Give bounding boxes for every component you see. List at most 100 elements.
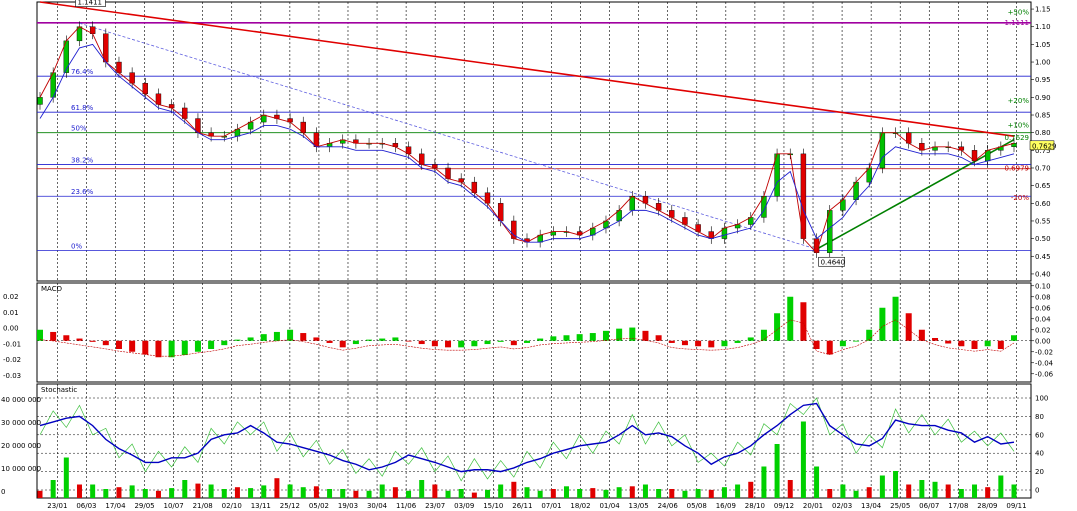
macd-title: MACD bbox=[41, 285, 62, 293]
volume-bar bbox=[406, 490, 412, 498]
volume-bar bbox=[958, 489, 964, 498]
volume-bar bbox=[498, 484, 504, 498]
price-y-tick-label: 0.40 bbox=[1035, 270, 1051, 278]
volume-bar bbox=[550, 489, 556, 498]
volume-bar bbox=[827, 489, 833, 498]
macd-bar bbox=[37, 329, 43, 341]
volume-bar bbox=[103, 489, 109, 498]
macd-bar bbox=[668, 340, 675, 343]
macd-bar bbox=[800, 302, 807, 341]
price-y-tick-label: 0.65 bbox=[1035, 182, 1051, 190]
level-label: 0.7629 bbox=[1005, 134, 1030, 142]
x-tick-label: 05/08 bbox=[687, 502, 707, 510]
macd-bar bbox=[984, 340, 991, 347]
macd-bar bbox=[287, 329, 294, 341]
x-tick-label: 02/10 bbox=[222, 502, 242, 510]
x-tick-label: 13/11 bbox=[251, 502, 271, 510]
macd-y-tick-left: -0.02 bbox=[3, 356, 21, 364]
macd-bar bbox=[997, 340, 1004, 349]
fib-label: 76.4% bbox=[71, 68, 94, 76]
macd-bar bbox=[142, 340, 149, 355]
macd-bar bbox=[300, 333, 307, 341]
macd-bar bbox=[892, 296, 899, 341]
macd-y-tick-left: -0.01 bbox=[3, 340, 21, 348]
macd-bar bbox=[63, 335, 70, 341]
x-tick-label: 20/01 bbox=[803, 502, 823, 510]
volume-bar bbox=[603, 489, 609, 498]
volume-y-tick-left: 40 000 000 bbox=[1, 396, 41, 404]
macd-bar bbox=[418, 340, 425, 345]
price-y-tick-label: 0.70 bbox=[1035, 164, 1051, 172]
macd-bar bbox=[497, 340, 504, 342]
fib-label: 0% bbox=[71, 243, 82, 251]
macd-y-tick-right: -0.04 bbox=[1035, 359, 1054, 367]
volume-y-tick-left: 10 000 000 bbox=[1, 465, 41, 473]
last-value-tag bbox=[1029, 140, 1055, 151]
macd-bar bbox=[234, 339, 241, 341]
x-tick-label: 06/03 bbox=[76, 502, 96, 510]
macd-bar bbox=[853, 340, 860, 342]
macd-bar bbox=[655, 335, 662, 341]
macd-bar bbox=[774, 313, 781, 341]
macd-bar bbox=[260, 334, 267, 341]
volume-bar bbox=[471, 492, 477, 498]
x-tick-label: 06/07 bbox=[919, 502, 939, 510]
volume-bar bbox=[248, 488, 254, 498]
volume-bar bbox=[695, 489, 701, 498]
volume-bar bbox=[129, 485, 135, 498]
x-tick-label: 05/02 bbox=[309, 502, 329, 510]
macd-bar bbox=[681, 340, 688, 346]
volume-bar bbox=[458, 489, 464, 498]
price-y-tick-label: 1.15 bbox=[1035, 6, 1051, 14]
volume-bar bbox=[787, 480, 793, 498]
macd-bar bbox=[471, 340, 478, 347]
fib-label: 23.6% bbox=[71, 188, 94, 196]
macd-bar bbox=[155, 340, 162, 358]
macd-bar bbox=[273, 331, 280, 341]
price-y-tick-label: 0.60 bbox=[1035, 200, 1051, 208]
volume-bar bbox=[379, 484, 385, 498]
macd-bar bbox=[642, 330, 649, 341]
volume-bar bbox=[537, 490, 543, 498]
macd-bar bbox=[313, 337, 320, 341]
macd-bar bbox=[129, 340, 136, 352]
volume-bar bbox=[919, 480, 925, 498]
macd-bar bbox=[458, 340, 465, 348]
macd-bar bbox=[879, 307, 886, 341]
x-tick-label: 10/07 bbox=[164, 502, 184, 510]
high-label-box bbox=[75, 0, 106, 7]
stoch-y-tick-right: 100 bbox=[1035, 395, 1048, 403]
volume-bar bbox=[511, 481, 517, 498]
macd-bar bbox=[708, 340, 715, 348]
price-y-tick-label: 0.80 bbox=[1035, 129, 1051, 137]
x-tick-label: 07/01 bbox=[541, 502, 561, 510]
volume-bar bbox=[616, 487, 622, 498]
price-y-tick-label: 0.45 bbox=[1035, 253, 1051, 261]
level-label: 0.6979 bbox=[1005, 165, 1030, 173]
volume-bar bbox=[142, 489, 148, 498]
volume-bar bbox=[748, 481, 754, 498]
volume-bar bbox=[721, 487, 727, 498]
x-tick-label: 29/05 bbox=[134, 502, 154, 510]
x-tick-label: 09/12 bbox=[774, 502, 794, 510]
x-tick-label: 15/10 bbox=[483, 502, 503, 510]
macd-bar bbox=[247, 337, 254, 341]
volume-bar bbox=[866, 487, 872, 498]
macd-bar bbox=[1011, 335, 1017, 341]
x-tick-label: 28/10 bbox=[745, 502, 765, 510]
volume-bar bbox=[708, 489, 714, 498]
x-tick-label: 26/11 bbox=[512, 502, 532, 510]
stoch-y-tick-right: 80 bbox=[1035, 413, 1044, 421]
low-label: 0.4640 bbox=[821, 258, 846, 266]
volume-bar bbox=[432, 484, 438, 498]
volume-bar bbox=[669, 489, 675, 498]
macd-bar bbox=[379, 338, 386, 341]
macd-bar bbox=[405, 340, 412, 342]
volume-bar bbox=[998, 475, 1004, 498]
volume-bar bbox=[155, 490, 161, 498]
pct-label: +20% bbox=[1008, 97, 1030, 105]
macd-y-tick-right: 0.06 bbox=[1035, 304, 1051, 312]
volume-bar bbox=[524, 487, 530, 498]
volume-bar bbox=[182, 480, 188, 498]
volume-bar bbox=[419, 480, 425, 498]
